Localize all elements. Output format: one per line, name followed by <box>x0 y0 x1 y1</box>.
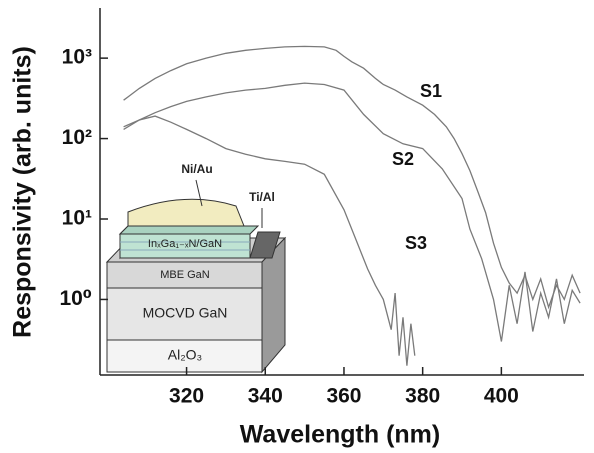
series-line <box>123 115 416 366</box>
x-axis-label: Wavelength (nm) <box>240 421 440 449</box>
y-tick-label: 10² <box>62 126 92 149</box>
curves <box>123 45 581 366</box>
x-tick-label: 360 <box>326 385 361 408</box>
y-tick-label: 10⁰ <box>59 287 92 310</box>
y-tick-label: 10³ <box>62 46 92 69</box>
series-label: S3 <box>405 233 427 253</box>
x-tick-label: 400 <box>484 385 519 408</box>
series-line <box>123 45 581 310</box>
inset-label: Ni/Au <box>181 162 212 176</box>
x-tick-label: 320 <box>169 385 204 408</box>
y-axis-label: Responsivity (arb. units) <box>9 46 37 338</box>
inset-label: InₓGa₁₋ₓN/GaN <box>148 238 222 250</box>
inset-label: MBE GaN <box>160 269 210 281</box>
series-label: S2 <box>392 149 414 169</box>
x-tick-label: 380 <box>405 385 440 408</box>
x-tick-label: 340 <box>248 385 283 408</box>
y-tick-label: 10¹ <box>62 207 92 230</box>
series-label: S1 <box>420 81 442 101</box>
inset-label: Al₂O₃ <box>168 347 202 363</box>
device-inset: Ni/Au Ti/Al InₓGa₁₋ₓN/GaN MBE GaN MOCVD GaN A… <box>105 162 287 374</box>
inset-label: Ti/Al <box>249 190 275 204</box>
series-line <box>123 82 581 342</box>
inset-label: MOCVD GaN <box>143 305 228 321</box>
